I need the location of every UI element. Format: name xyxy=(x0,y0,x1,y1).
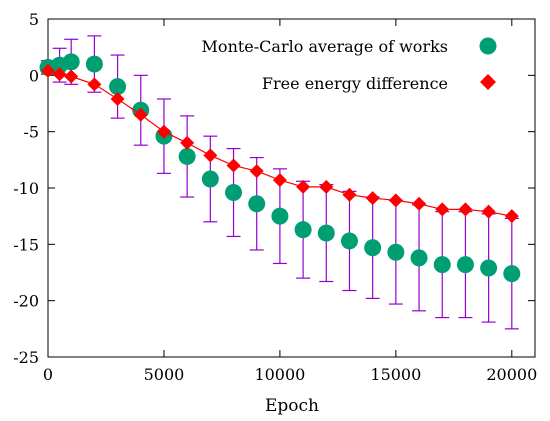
fe-point xyxy=(504,209,519,224)
fe-point xyxy=(249,164,264,179)
y-tick-label: -15 xyxy=(13,235,39,254)
mc-point xyxy=(433,256,451,274)
x-tick-label: 0 xyxy=(43,365,53,384)
mc-point xyxy=(410,249,428,267)
fe-point xyxy=(388,193,403,208)
y-tick-label: 0 xyxy=(29,66,39,85)
y-axis: -25 -20 -15 -10 -5 0 5 xyxy=(13,10,535,367)
x-tick-label: 10000 xyxy=(254,365,305,384)
fe-point xyxy=(226,158,241,173)
mc-point xyxy=(456,256,474,274)
mc-point xyxy=(503,265,521,283)
mc-point xyxy=(387,243,405,261)
x-axis-title: Epoch xyxy=(265,396,319,416)
fe-point xyxy=(87,77,102,92)
mc-point xyxy=(109,78,127,96)
fe-point xyxy=(342,187,357,202)
mc-point xyxy=(248,195,266,213)
mc-point xyxy=(225,184,243,202)
y-tick-label: -25 xyxy=(13,348,39,367)
legend-marker-mc xyxy=(479,37,497,55)
fe-point xyxy=(458,202,473,217)
y-tick-label: -10 xyxy=(13,179,39,198)
mc-point xyxy=(317,224,335,242)
fe-point xyxy=(180,135,195,150)
mc-point xyxy=(271,207,289,225)
x-tick-label: 5000 xyxy=(144,365,185,384)
fe-point xyxy=(365,191,380,206)
plot-area xyxy=(47,18,536,358)
fe-point xyxy=(41,63,55,78)
fe-point xyxy=(156,124,171,139)
fe-point xyxy=(412,196,427,211)
fe-point xyxy=(203,148,218,163)
mc-point xyxy=(364,239,382,257)
fe-line xyxy=(47,70,512,217)
fe-point xyxy=(110,91,125,106)
legend-marker-fe xyxy=(480,74,496,90)
fe-point xyxy=(133,107,148,122)
mc-point xyxy=(340,232,358,250)
fe-point xyxy=(435,202,450,217)
mc-point xyxy=(480,259,498,277)
plot-frame xyxy=(47,18,536,358)
x-axis: 0 5000 10000 15000 20000 xyxy=(43,19,537,384)
mc-point xyxy=(201,170,219,188)
series-layer xyxy=(39,35,521,330)
mc-point xyxy=(178,147,196,165)
fe-point xyxy=(64,69,79,84)
legend: Monte-Carlo average of works Free energy… xyxy=(202,37,497,93)
x-tick-label: 15000 xyxy=(370,365,421,384)
mc-point xyxy=(85,55,103,73)
legend-label-fe: Free energy difference xyxy=(262,74,448,93)
fe-point xyxy=(272,173,287,188)
y-tick-label: 5 xyxy=(29,10,39,29)
y-tick-label: -20 xyxy=(13,292,39,311)
legend-label-mc: Monte-Carlo average of works xyxy=(202,37,448,56)
fe-point xyxy=(319,179,334,194)
fe-point xyxy=(52,67,67,82)
mc-point xyxy=(62,53,80,71)
mc-point xyxy=(294,221,312,239)
x-tick-label: 20000 xyxy=(486,365,537,384)
fe-point xyxy=(296,179,311,194)
fe-point xyxy=(481,204,496,219)
y-tick-label: -5 xyxy=(23,123,39,142)
